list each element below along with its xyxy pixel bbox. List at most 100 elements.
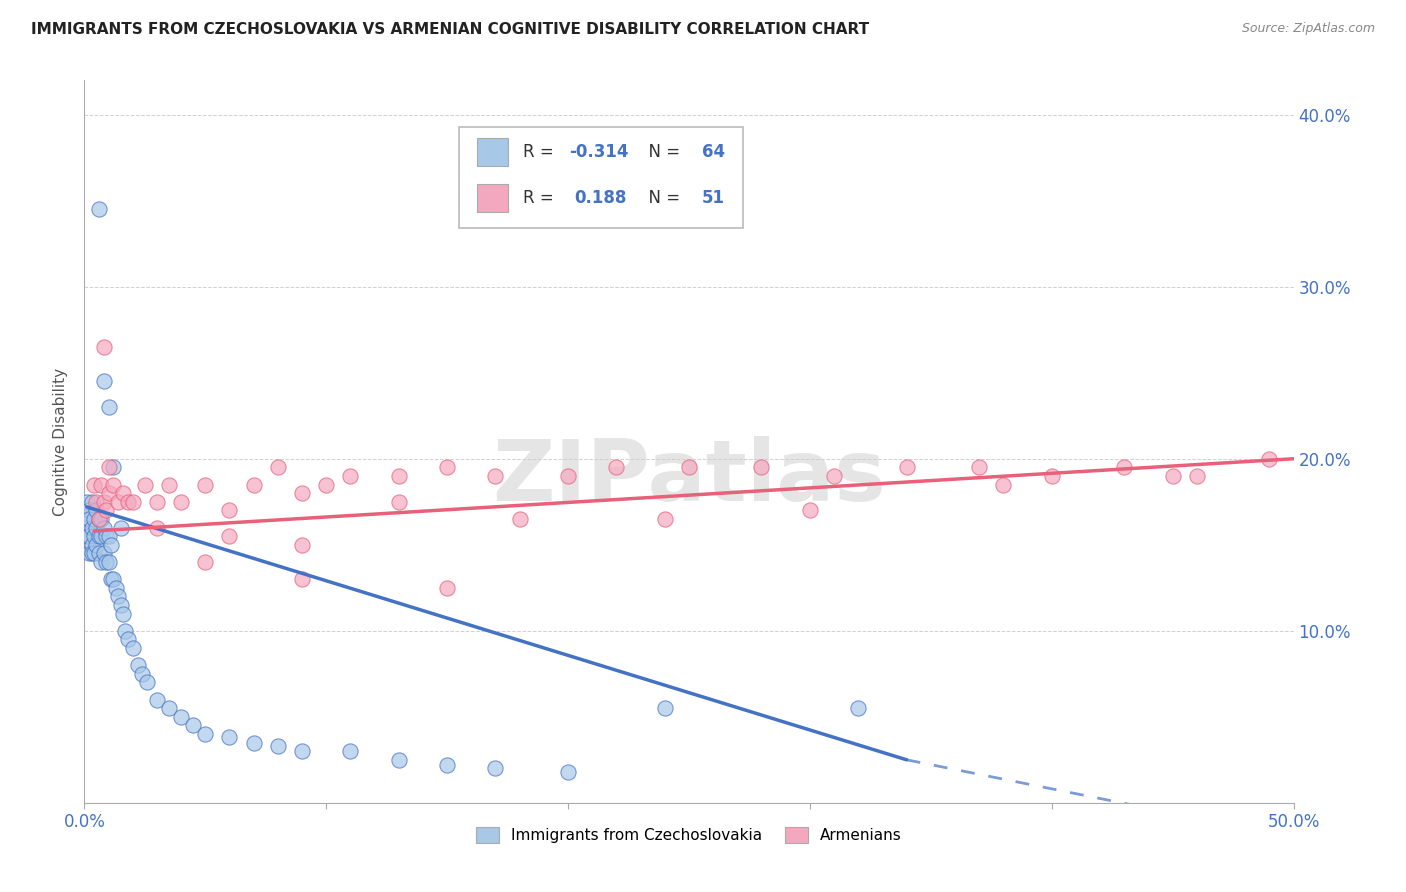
Point — [97, 486, 120, 500]
Text: 0.188: 0.188 — [574, 189, 627, 207]
Point — [194, 555, 217, 569]
Point — [97, 555, 120, 569]
Point — [1040, 469, 1063, 483]
Point — [436, 581, 458, 595]
Point — [107, 590, 129, 604]
Point — [388, 753, 411, 767]
Point — [131, 666, 153, 681]
Point — [388, 494, 411, 508]
Point — [1258, 451, 1281, 466]
Point — [97, 529, 120, 543]
Point — [93, 494, 115, 508]
Point — [339, 469, 361, 483]
Point — [104, 581, 127, 595]
Point — [181, 718, 204, 732]
Point — [80, 538, 103, 552]
Text: ZIPatlas: ZIPatlas — [492, 436, 886, 519]
Point — [136, 675, 159, 690]
Point — [76, 520, 98, 534]
FancyBboxPatch shape — [460, 128, 744, 228]
Point — [605, 460, 627, 475]
Point — [77, 512, 100, 526]
Point — [127, 658, 149, 673]
Text: IMMIGRANTS FROM CZECHOSLOVAKIA VS ARMENIAN COGNITIVE DISABILITY CORRELATION CHAR: IMMIGRANTS FROM CZECHOSLOVAKIA VS ARMENI… — [31, 22, 869, 37]
Point — [94, 529, 117, 543]
Point — [110, 598, 132, 612]
Point — [1114, 460, 1136, 475]
Point — [121, 640, 143, 655]
Point — [83, 512, 105, 526]
Point — [83, 477, 105, 491]
Point — [93, 520, 115, 534]
FancyBboxPatch shape — [478, 185, 508, 211]
Point — [436, 460, 458, 475]
Point — [97, 460, 120, 475]
Point — [993, 477, 1015, 491]
Point — [170, 494, 193, 508]
Point — [678, 460, 700, 475]
Point — [339, 744, 361, 758]
Point — [1161, 469, 1184, 483]
Point — [90, 512, 112, 526]
Point — [93, 340, 115, 354]
Point — [751, 460, 773, 475]
Point — [112, 607, 135, 621]
Text: 64: 64 — [702, 143, 725, 161]
Y-axis label: Cognitive Disability: Cognitive Disability — [53, 368, 69, 516]
Point — [90, 477, 112, 491]
Text: Source: ZipAtlas.com: Source: ZipAtlas.com — [1241, 22, 1375, 36]
Text: R =: R = — [523, 189, 565, 207]
Point — [509, 512, 531, 526]
Point — [110, 520, 132, 534]
Point — [90, 555, 112, 569]
Point — [103, 460, 125, 475]
Text: -0.314: -0.314 — [569, 143, 628, 161]
Point — [388, 469, 411, 483]
Point — [103, 572, 125, 586]
Point — [121, 494, 143, 508]
Point — [218, 529, 240, 543]
Point — [146, 520, 169, 534]
Point — [86, 538, 108, 552]
Legend: Immigrants from Czechoslovakia, Armenians: Immigrants from Czechoslovakia, Armenian… — [470, 822, 908, 849]
Point — [100, 538, 122, 552]
Point — [76, 529, 98, 543]
Point — [107, 494, 129, 508]
Point — [896, 460, 918, 475]
Point — [94, 555, 117, 569]
Point — [86, 520, 108, 534]
Point — [291, 744, 314, 758]
Point — [77, 529, 100, 543]
Point — [242, 477, 264, 491]
Point — [194, 477, 217, 491]
Point — [218, 731, 240, 745]
Point — [86, 494, 108, 508]
Point — [112, 486, 135, 500]
Point — [77, 546, 100, 560]
Point — [87, 546, 110, 560]
Point — [114, 624, 136, 638]
Point — [315, 477, 337, 491]
Point — [87, 512, 110, 526]
Point — [146, 494, 169, 508]
Point — [86, 503, 108, 517]
Point — [76, 494, 98, 508]
Point — [242, 735, 264, 749]
Point — [291, 486, 314, 500]
Point — [146, 692, 169, 706]
Point — [654, 701, 676, 715]
Point — [87, 202, 110, 217]
Point — [93, 546, 115, 560]
Point — [436, 758, 458, 772]
Point — [967, 460, 990, 475]
Point — [484, 761, 506, 775]
Text: N =: N = — [638, 189, 686, 207]
Point — [557, 469, 579, 483]
Point — [77, 503, 100, 517]
Text: 51: 51 — [702, 189, 725, 207]
Point — [97, 400, 120, 414]
Point — [218, 503, 240, 517]
Point — [103, 477, 125, 491]
Point — [87, 529, 110, 543]
Point — [100, 572, 122, 586]
